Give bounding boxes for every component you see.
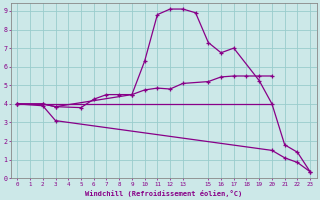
X-axis label: Windchill (Refroidissement éolien,°C): Windchill (Refroidissement éolien,°C) <box>85 190 242 197</box>
